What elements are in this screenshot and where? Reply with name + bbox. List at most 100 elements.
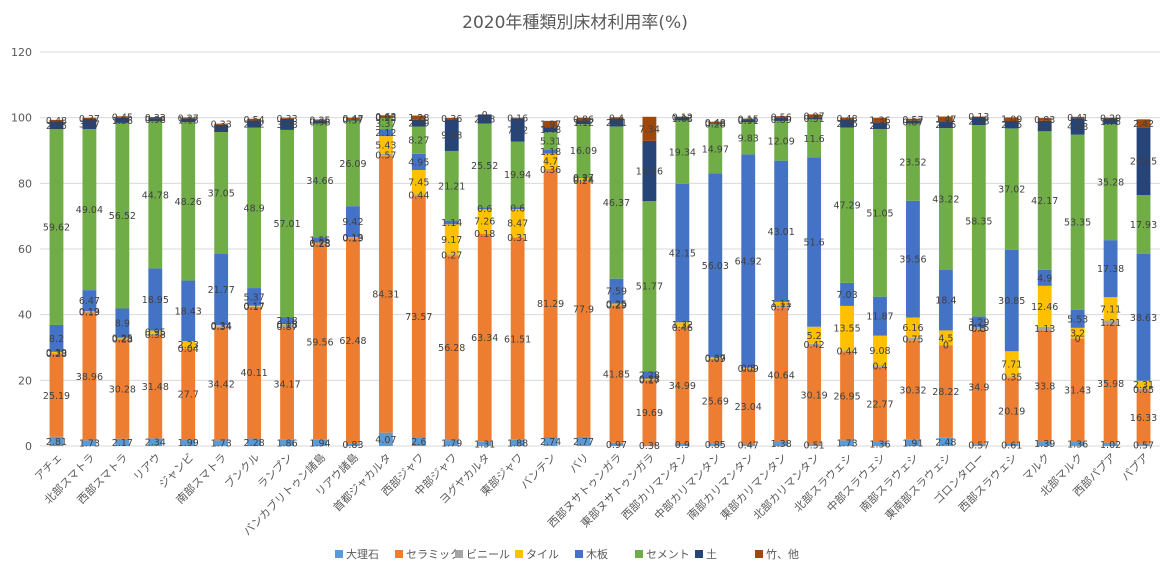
bar-segment bbox=[378, 432, 393, 446]
data-label: 43.01 bbox=[768, 227, 795, 238]
data-label: 0 bbox=[482, 110, 488, 121]
y-tick-label: 40 bbox=[18, 309, 32, 322]
y-tick-label: 60 bbox=[18, 243, 32, 256]
bar-segment bbox=[1037, 330, 1052, 442]
bar-segment bbox=[346, 443, 360, 446]
bar-segment bbox=[741, 154, 756, 368]
data-label: 2.78 bbox=[474, 114, 495, 125]
bar-segment bbox=[82, 290, 97, 312]
bar-segment bbox=[1004, 376, 1019, 378]
bar-segment bbox=[609, 303, 624, 305]
legend-label: ビニール bbox=[466, 548, 510, 561]
data-label: 40.11 bbox=[241, 368, 268, 379]
data-label: 0.54 bbox=[244, 115, 265, 126]
bar-segment bbox=[115, 339, 130, 439]
data-label: 8.2 bbox=[49, 334, 64, 345]
bar-segment bbox=[1136, 380, 1151, 389]
bar-segment bbox=[675, 120, 690, 184]
data-label: 0.89 bbox=[771, 115, 792, 126]
bar-segment bbox=[214, 123, 229, 125]
data-label: 47.29 bbox=[833, 201, 860, 212]
data-label: 0.48 bbox=[705, 118, 726, 129]
bar-segment bbox=[82, 440, 97, 446]
data-label: 5.31 bbox=[540, 136, 561, 147]
chart-title: 2020年種類別床材利用率(%) bbox=[462, 13, 688, 33]
data-label: 35.98 bbox=[1097, 379, 1124, 390]
bar-segment bbox=[247, 120, 262, 128]
data-label: 25.69 bbox=[702, 397, 729, 408]
data-label: 18.95 bbox=[142, 295, 169, 306]
bar-segment bbox=[346, 117, 360, 120]
data-label: 0.61 bbox=[1001, 440, 1022, 451]
data-label: 5.43 bbox=[375, 141, 396, 152]
data-label: 48.26 bbox=[175, 197, 202, 208]
bar-segment bbox=[576, 180, 591, 182]
bar-segment bbox=[1070, 338, 1085, 442]
data-label: 7.34 bbox=[639, 124, 660, 135]
bar-segment bbox=[741, 367, 756, 369]
data-label: 0.09 bbox=[738, 364, 759, 375]
data-label: 4.9 bbox=[1037, 273, 1052, 284]
bar-segment bbox=[906, 200, 920, 318]
bar-segment bbox=[1037, 131, 1052, 270]
data-label: 0.51 bbox=[804, 114, 825, 125]
data-label: 34.99 bbox=[669, 381, 696, 392]
data-label: 12.09 bbox=[768, 136, 795, 147]
bar-segment bbox=[49, 119, 64, 122]
data-label: 0.28 bbox=[639, 375, 660, 386]
bar-segment bbox=[411, 194, 426, 196]
bar-segment bbox=[873, 122, 887, 130]
data-label: 57.01 bbox=[273, 219, 300, 230]
data-label: 19.69 bbox=[636, 408, 663, 419]
data-label: 53.35 bbox=[1064, 218, 1091, 229]
bar-segment bbox=[477, 233, 492, 234]
data-label: 0.27 bbox=[178, 113, 199, 124]
data-label: 0.36 bbox=[441, 114, 462, 125]
bar-segment bbox=[444, 150, 459, 221]
bar-segment bbox=[576, 124, 591, 178]
bar-segment bbox=[708, 443, 723, 446]
bar-segment bbox=[1070, 327, 1085, 339]
data-label: 0.37 bbox=[79, 114, 100, 125]
bar-segment bbox=[840, 350, 854, 352]
bar-segment bbox=[477, 123, 492, 208]
data-label: 38.96 bbox=[76, 372, 103, 383]
data-label: 42.17 bbox=[1031, 196, 1058, 207]
bar-segment bbox=[840, 119, 854, 128]
data-label: 38.63 bbox=[1130, 313, 1157, 324]
data-label: 21.77 bbox=[208, 285, 235, 296]
data-label: 0.56 bbox=[771, 113, 792, 124]
bar-segment bbox=[1004, 117, 1019, 122]
data-label: 35.56 bbox=[899, 255, 926, 266]
data-label: 5.2 bbox=[807, 331, 822, 342]
data-label: 4.5 bbox=[938, 333, 953, 344]
category-label: 南部スラウェシ bbox=[857, 450, 921, 514]
bar-segment bbox=[378, 117, 393, 119]
data-label: 1.36 bbox=[1067, 439, 1088, 450]
data-label: 0.98 bbox=[309, 117, 330, 128]
bar-segment bbox=[247, 306, 262, 439]
data-label: 40.64 bbox=[768, 370, 795, 381]
data-label: 9.83 bbox=[738, 134, 759, 145]
data-label: 23.04 bbox=[735, 402, 762, 413]
bar-segment bbox=[280, 327, 294, 440]
bar-segment bbox=[543, 132, 558, 150]
bar-segment bbox=[938, 116, 953, 122]
data-label: 22.77 bbox=[866, 400, 893, 411]
y-axis-ticks: 0 20 40 60 80 100 120 bbox=[11, 46, 32, 453]
data-label: 0.33 bbox=[145, 113, 166, 124]
bar-segment bbox=[444, 224, 459, 255]
data-label: 0.97 bbox=[804, 111, 825, 122]
bar-segment bbox=[115, 438, 130, 446]
category-label: 西部スラウェシ bbox=[956, 450, 1020, 514]
data-label: 37.02 bbox=[998, 185, 1025, 196]
data-label: 34.9 bbox=[968, 382, 989, 393]
data-label: 2.05 bbox=[935, 120, 956, 131]
bar-segment bbox=[675, 183, 690, 323]
data-label: 31.48 bbox=[142, 382, 169, 393]
data-label: 0.3 bbox=[741, 364, 756, 375]
bar-segment bbox=[49, 351, 64, 354]
bar-segment bbox=[1037, 441, 1052, 446]
bar-segment bbox=[1103, 320, 1118, 325]
data-label: 62.48 bbox=[339, 336, 366, 347]
